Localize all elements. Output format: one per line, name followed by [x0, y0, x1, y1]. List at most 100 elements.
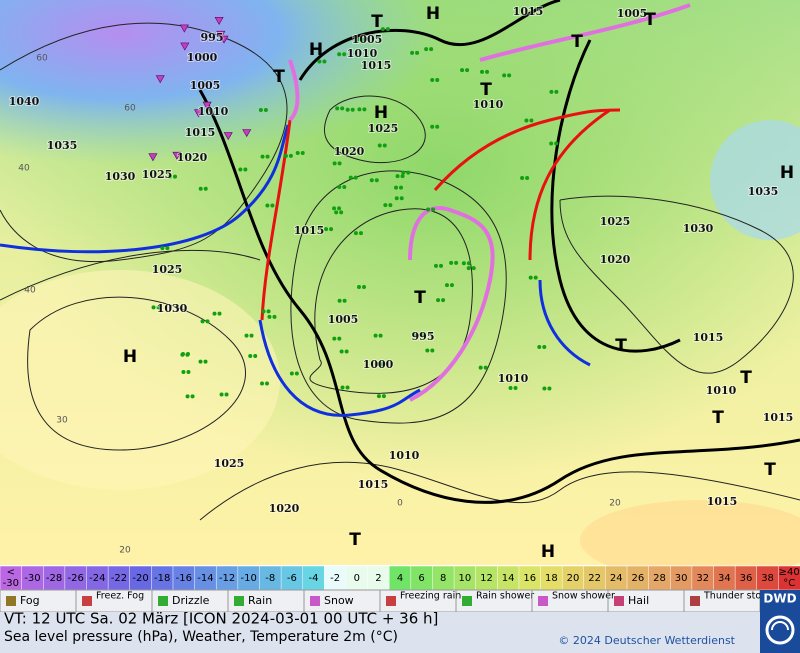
rain-symbol	[342, 298, 347, 303]
rain-symbol	[244, 333, 249, 338]
rain-symbol	[185, 394, 190, 399]
rain-symbol	[379, 362, 384, 367]
rain-symbol	[283, 153, 288, 158]
isobar-label: 1035	[748, 185, 779, 198]
rain-symbol	[258, 107, 263, 112]
colorbar-label: 20	[567, 573, 580, 584]
rain-symbol	[340, 385, 345, 390]
isobar-label: 1035	[47, 139, 78, 152]
legend-label: Fog	[20, 594, 40, 607]
rain-symbol	[419, 333, 424, 338]
rain-symbol	[205, 319, 210, 324]
rain-symbol	[549, 141, 554, 146]
rain-symbol	[554, 141, 559, 146]
temperature-label: 60	[124, 104, 136, 114]
rain-symbol	[388, 203, 393, 208]
rain-symbol	[537, 344, 542, 349]
rain-symbol	[186, 369, 191, 374]
rain-symbol	[385, 27, 390, 32]
isobar-label: 995	[201, 31, 224, 44]
isobar-label: 1015	[361, 59, 392, 72]
isobar-label: 1030	[157, 302, 188, 315]
colorbar-label: -28	[46, 573, 62, 584]
rain-symbol	[181, 369, 186, 374]
rain-symbol	[377, 143, 382, 148]
rain-symbol	[243, 167, 248, 172]
pressure-system: T	[480, 80, 492, 100]
rain-symbol	[373, 333, 378, 338]
isobar	[324, 95, 426, 164]
isobar	[198, 89, 800, 504]
rain-symbol	[185, 352, 190, 357]
rain-symbol	[345, 385, 350, 390]
rain-symbol	[253, 353, 258, 358]
rain-symbol	[357, 107, 362, 112]
legend-label: Freezing rain	[400, 591, 461, 602]
rain-symbol	[160, 246, 165, 251]
snow-shower-symbol	[179, 24, 189, 33]
temperature-label: 30	[56, 416, 68, 426]
legend-label: Rain	[248, 594, 272, 607]
rain-symbol	[348, 175, 353, 180]
rain-symbol	[270, 203, 275, 208]
colorbar-label: -18	[154, 573, 170, 584]
rain-symbol	[355, 37, 360, 42]
rain-symbol	[248, 353, 253, 358]
rain-symbol	[344, 349, 349, 354]
colorbar-label: ≥40	[779, 567, 800, 578]
rain-symbol	[335, 106, 340, 111]
isobar-label: 1020	[269, 502, 300, 515]
temperature-label: 60	[36, 54, 48, 64]
rain-symbol	[414, 333, 419, 338]
rain-symbol	[322, 59, 327, 64]
rain-symbol	[430, 348, 435, 353]
temperature-label: 40	[18, 164, 30, 174]
warm-front	[528, 108, 611, 261]
isobar-label: 1020	[600, 253, 631, 266]
rain-symbol	[358, 231, 363, 236]
rain-symbol	[508, 385, 513, 390]
colorbar-label: <	[7, 567, 15, 578]
rain-symbol	[350, 107, 355, 112]
rain-symbol	[400, 174, 405, 179]
colorbar-label: 16	[523, 573, 536, 584]
snow-shower-symbol	[202, 101, 212, 110]
legend-label: Thunder storm	[703, 591, 774, 602]
rain-symbol	[260, 154, 265, 159]
colorbar-label: 8	[440, 573, 446, 584]
rain-symbol	[190, 394, 195, 399]
rain-symbol	[212, 311, 217, 316]
warm-front	[260, 119, 292, 321]
isobar-label: 1020	[177, 151, 208, 164]
colorbar-label: -10	[240, 573, 256, 584]
rain-symbol	[383, 203, 388, 208]
pressure-system: T	[273, 67, 285, 87]
rain-symbol	[203, 186, 208, 191]
colorbar-label: 30	[675, 573, 688, 584]
cold-front	[538, 279, 591, 367]
rain-symbol	[444, 283, 449, 288]
isobar-label: 1015	[513, 5, 544, 18]
colorbar-label: -14	[197, 573, 213, 584]
rain-symbol	[441, 298, 446, 303]
rain-symbol	[329, 227, 334, 232]
rain-symbol	[376, 394, 381, 399]
rain-symbol	[502, 73, 507, 78]
pressure-system: H	[426, 4, 440, 24]
rain-symbol	[334, 210, 339, 215]
rain-symbol	[529, 118, 534, 123]
rain-symbol	[261, 309, 266, 314]
rain-symbol	[374, 362, 379, 367]
rain-symbol	[461, 261, 466, 266]
rain-symbol	[324, 227, 329, 232]
rain-symbol	[289, 371, 294, 376]
rain-symbol	[265, 381, 270, 386]
pressure-system: T	[615, 336, 627, 356]
rain-symbol	[266, 309, 271, 314]
isobar	[27, 296, 246, 451]
isobar-label: 1025	[368, 122, 399, 135]
rain-symbol	[337, 52, 342, 57]
rain-symbol	[362, 107, 367, 112]
rain-symbol	[520, 175, 525, 180]
isobar-label: 1005	[617, 7, 648, 20]
